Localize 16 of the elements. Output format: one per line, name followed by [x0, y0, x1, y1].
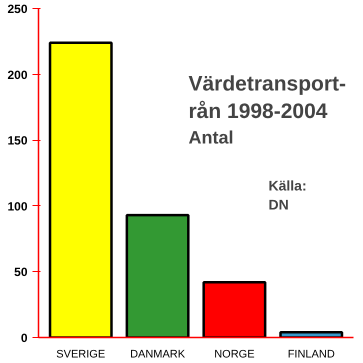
x-tick-label: SVERIGE — [56, 348, 106, 360]
y-tick-label: 50 — [14, 265, 28, 280]
x-tick-label: FINLAND — [288, 348, 335, 360]
annotation: Källa: DN — [268, 178, 307, 213]
bar — [48, 41, 113, 338]
y-tick-label: 150 — [7, 134, 28, 148]
bar — [279, 330, 344, 338]
x-tick-label: NORGE — [214, 348, 255, 360]
text: Värdetransport- rån 1998-2004 — [188, 72, 346, 124]
text: Antal — [188, 128, 234, 148]
y-tick-label: 250 — [7, 2, 28, 16]
y-tick-label: 100 — [7, 199, 28, 214]
bar — [126, 214, 190, 338]
x-tick-label: DANMARK — [130, 348, 186, 360]
y-tick-label: 200 — [7, 68, 28, 82]
y-tick-label: 0 — [20, 331, 28, 345]
